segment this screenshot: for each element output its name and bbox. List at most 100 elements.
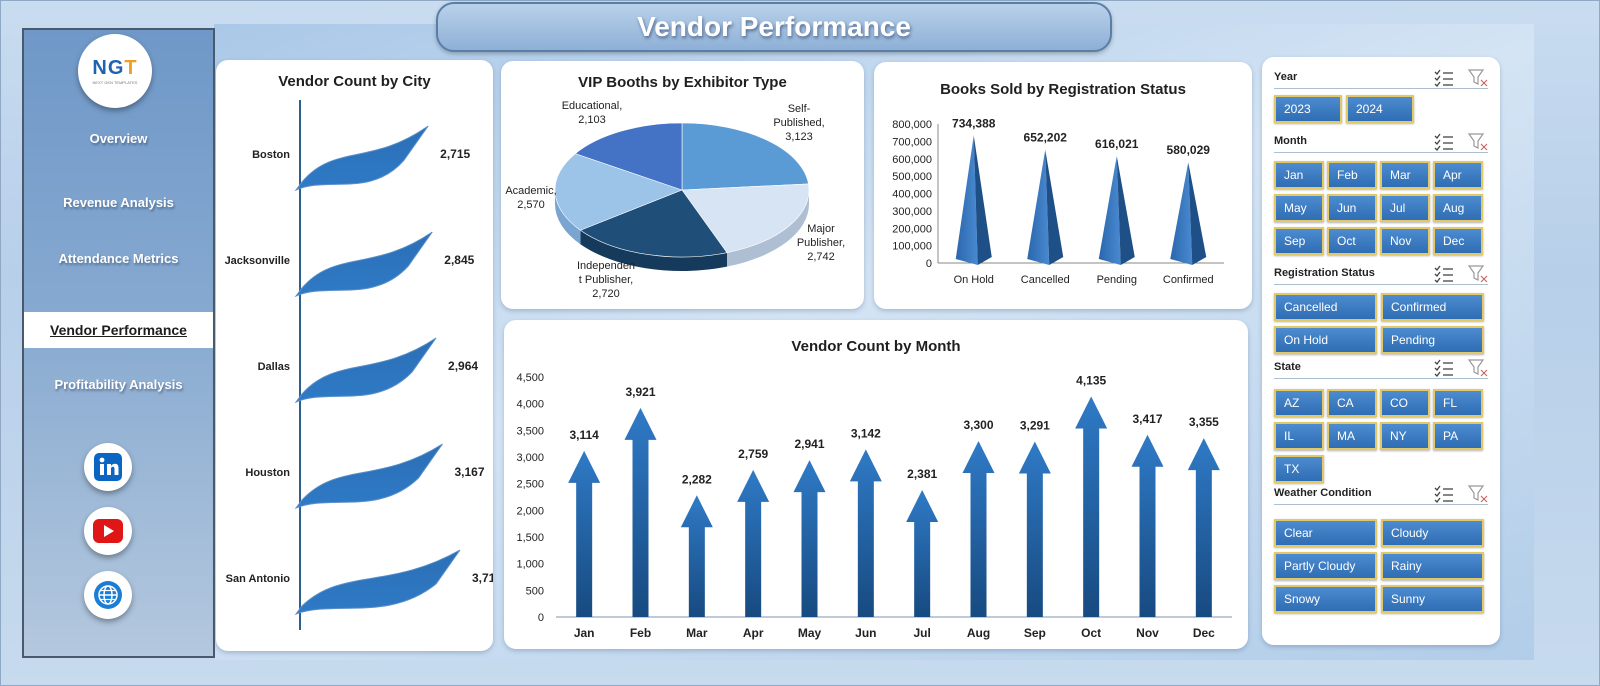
month-chart-title: Vendor Count by Month <box>791 338 961 355</box>
youtube-icon <box>93 519 123 543</box>
books-y-tick: 500,000 <box>892 171 932 183</box>
month-y-tick: 4,000 <box>516 399 544 411</box>
multi-select-icon[interactable] <box>1434 485 1454 503</box>
month-y-tick: 0 <box>538 612 544 624</box>
registration-slicer-button-confirmed[interactable]: Confirmed <box>1381 293 1484 321</box>
month-slicer-button-oct[interactable]: Oct <box>1327 227 1377 255</box>
sidebar: NGT NEXT GEN TEMPLATES Overview Revenue … <box>22 28 215 658</box>
month-bar-dec <box>1187 438 1220 617</box>
linkedin-button[interactable] <box>84 443 132 491</box>
ngt-logo: NGT NEXT GEN TEMPLATES <box>78 34 152 108</box>
month-slicer-button-may[interactable]: May <box>1274 194 1324 222</box>
vip-slice-major-publisher <box>681 183 810 253</box>
weather-slicer-button-partly-cloudy[interactable]: Partly Cloudy <box>1274 552 1377 580</box>
books-value-label: 580,029 <box>1167 143 1211 157</box>
books-bar-cancelled <box>1027 149 1050 265</box>
youtube-button[interactable] <box>84 507 132 555</box>
state-slicer-button-ny[interactable]: NY <box>1380 422 1430 450</box>
vip-chart-card: VIP Booths by Exhibitor Type Self-Publis… <box>501 61 864 309</box>
month-chart: 0 500 1,000 1,500 2,000 2,500 3,000 3,500 4,000 4… <box>516 372 1232 640</box>
clear-filter-icon[interactable] <box>1468 485 1488 503</box>
registration-slicer-button-on-hold[interactable]: On Hold <box>1274 326 1377 354</box>
state-slicer-title: State <box>1274 361 1301 373</box>
month-slicer-button-mar[interactable]: Mar <box>1380 161 1430 189</box>
books-y-tick: 200,000 <box>892 223 932 235</box>
month-slicer-button-jun[interactable]: Jun <box>1327 194 1377 222</box>
month-slicer-button-dec[interactable]: Dec <box>1433 227 1483 255</box>
month-slicer-button-jul[interactable]: Jul <box>1380 194 1430 222</box>
month-y-tick: 1,000 <box>516 559 544 571</box>
month-bar-aug <box>962 441 995 617</box>
vip-chart: Self-Published, 3,123 Major Publisher, 2,742… <box>505 100 845 300</box>
month-category-label: Feb <box>630 626 651 640</box>
month-slicer-button-apr[interactable]: Apr <box>1433 161 1483 189</box>
weather-slicer-button-rainy[interactable]: Rainy <box>1381 552 1484 580</box>
multi-select-icon[interactable] <box>1434 133 1454 151</box>
books-category-label: Cancelled <box>1021 274 1070 286</box>
registration-slicer-button-cancelled[interactable]: Cancelled <box>1274 293 1377 321</box>
multi-select-icon[interactable] <box>1434 359 1454 377</box>
month-value-label: 3,921 <box>625 385 655 399</box>
vip-data-label: Self-Published, 3,123 <box>773 103 824 143</box>
city-chart-card: Vendor Count by City Boston 2,715 Jacksonv… <box>216 60 493 651</box>
clear-filter-icon[interactable] <box>1468 69 1488 87</box>
weather-slicer-button-clear[interactable]: Clear <box>1274 519 1377 547</box>
nav-vendor-performance[interactable]: Vendor Performance <box>24 312 213 348</box>
multi-select-icon[interactable] <box>1434 265 1454 283</box>
books-chart-card: Books Sold by Registration Status 0 100,0… <box>874 62 1252 309</box>
month-value-label: 2,941 <box>794 437 824 451</box>
city-category-label: Houston <box>245 467 290 479</box>
state-slicer-button-tx[interactable]: TX <box>1274 455 1324 483</box>
clear-filter-icon[interactable] <box>1468 133 1488 151</box>
multi-select-icon[interactable] <box>1434 69 1454 87</box>
month-slicer-button-jan[interactable]: Jan <box>1274 161 1324 189</box>
vip-chart-title: VIP Booths by Exhibitor Type <box>578 74 787 91</box>
state-slicer-button-il[interactable]: IL <box>1274 422 1324 450</box>
city-bar-san-antonio <box>294 549 461 616</box>
year-slicer-button-2023[interactable]: 2023 <box>1274 95 1342 123</box>
month-value-label: 3,417 <box>1132 412 1162 426</box>
vip-data-label: Major Publisher, 2,742 <box>797 223 845 263</box>
year-slicer-button-2024[interactable]: 2024 <box>1346 95 1414 123</box>
year-slicer-title: Year <box>1274 71 1298 83</box>
vip-data-label: Educational, 2,103 <box>562 100 623 126</box>
books-value-label: 652,202 <box>1024 131 1068 145</box>
books-value-label: 734,388 <box>952 116 996 130</box>
month-y-tick: 3,500 <box>516 425 544 437</box>
city-category-label: San Antonio <box>226 573 291 585</box>
month-slicer-button-nov[interactable]: Nov <box>1380 227 1430 255</box>
books-category-label: Confirmed <box>1163 274 1214 286</box>
nav-revenue-analysis[interactable]: Revenue Analysis <box>63 194 174 210</box>
state-slicer-button-ma[interactable]: MA <box>1327 422 1377 450</box>
vip-slice-educational <box>574 122 683 191</box>
vip-slice-independent-publisher <box>579 189 728 258</box>
month-y-tick: 500 <box>526 585 544 597</box>
logo-subtitle: NEXT GEN TEMPLATES <box>92 80 138 85</box>
nav-attendance-metrics[interactable]: Attendance Metrics <box>58 250 179 266</box>
clear-filter-icon[interactable] <box>1468 265 1488 283</box>
books-category-label: On Hold <box>954 274 994 286</box>
weather-slicer-button-snowy[interactable]: Snowy <box>1274 585 1377 613</box>
month-value-label: 3,355 <box>1189 415 1219 429</box>
state-slicer-button-fl[interactable]: FL <box>1433 389 1483 417</box>
year-slicer-header: Year <box>1274 67 1488 89</box>
weather-slicer-button-sunny[interactable]: Sunny <box>1381 585 1484 613</box>
nav-overview[interactable]: Overview <box>89 130 148 146</box>
city-value-label: 3,719 <box>472 571 493 585</box>
registration-slicer-button-pending[interactable]: Pending <box>1381 326 1484 354</box>
nav-profitability-analysis[interactable]: Profitability Analysis <box>54 376 183 392</box>
state-slicer-button-pa[interactable]: PA <box>1433 422 1483 450</box>
clear-filter-icon[interactable] <box>1468 359 1488 377</box>
books-bar-shade <box>1045 149 1064 265</box>
state-slicer-button-az[interactable]: AZ <box>1274 389 1324 417</box>
month-slicer-button-aug[interactable]: Aug <box>1433 194 1483 222</box>
weather-slicer-title: Weather Condition <box>1274 487 1372 499</box>
month-bar-oct <box>1075 396 1108 617</box>
website-button[interactable] <box>84 571 132 619</box>
state-slicer-button-ca[interactable]: CA <box>1327 389 1377 417</box>
month-slicer-button-sep[interactable]: Sep <box>1274 227 1324 255</box>
city-bar-boston <box>294 125 429 192</box>
month-slicer-button-feb[interactable]: Feb <box>1327 161 1377 189</box>
state-slicer-button-co[interactable]: CO <box>1380 389 1430 417</box>
weather-slicer-button-cloudy[interactable]: Cloudy <box>1381 519 1484 547</box>
